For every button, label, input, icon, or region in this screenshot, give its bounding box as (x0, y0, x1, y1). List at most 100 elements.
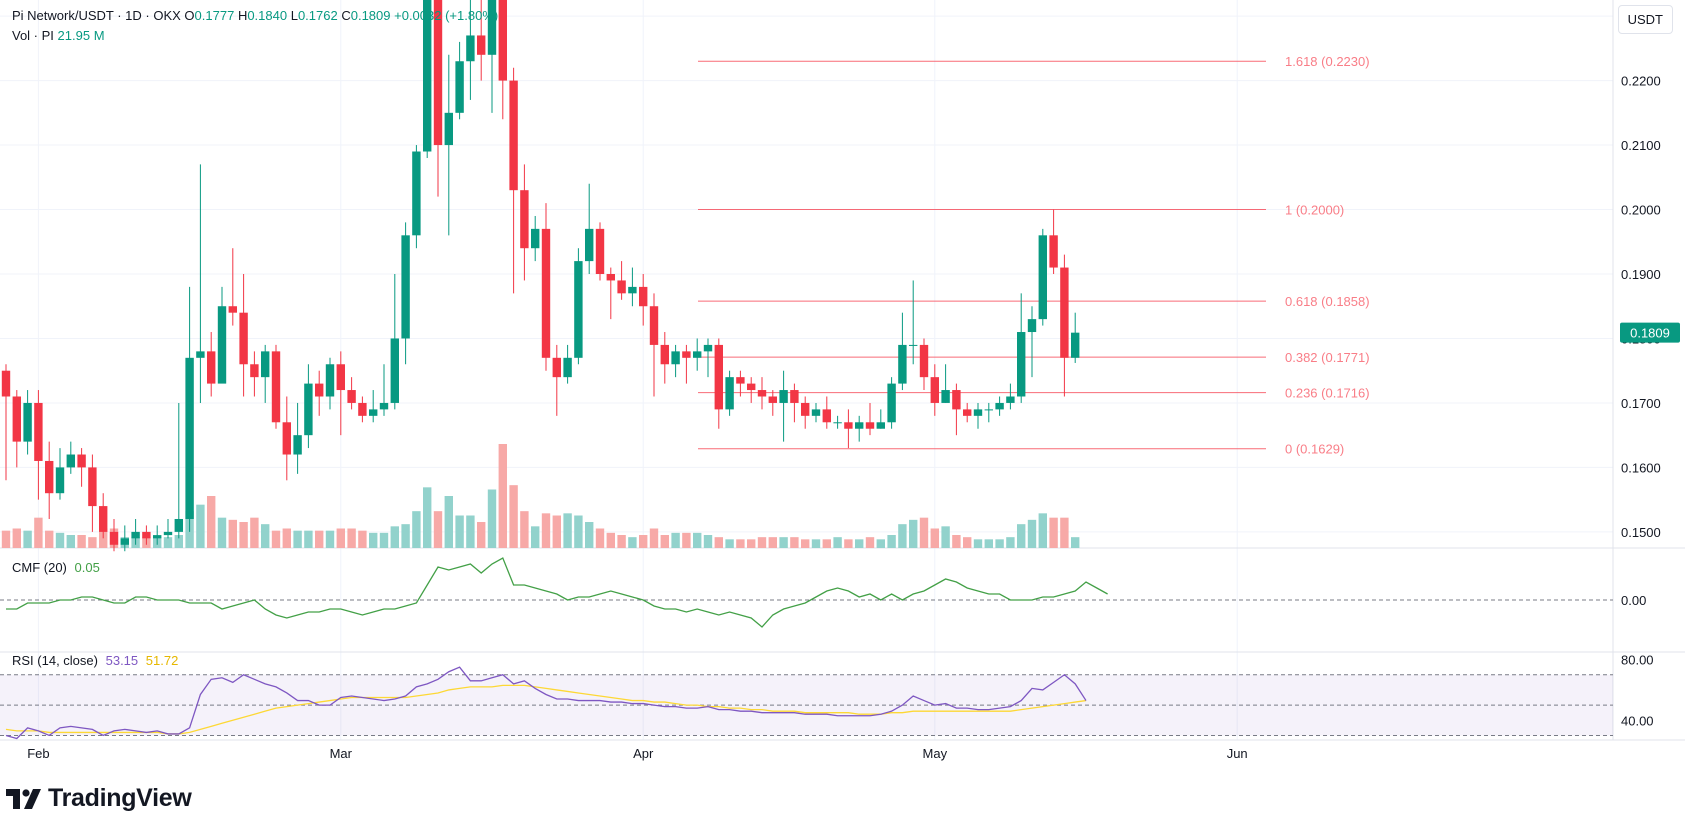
cmf-value: 0.05 (74, 560, 100, 575)
candle-body (973, 409, 983, 416)
volume-bar (239, 522, 248, 548)
volume-header: Vol · PI 21.95 M (12, 28, 105, 43)
volume-bar (163, 537, 173, 548)
candle-body (520, 190, 529, 249)
price-tick-label: 0.1500 (1621, 525, 1661, 540)
candle-body (639, 286, 648, 307)
volume-bar (455, 515, 464, 548)
candle-body (163, 531, 173, 536)
rsi-value: 53.15 (105, 653, 139, 668)
candle-body (606, 274, 615, 281)
volume-bar (174, 535, 183, 548)
candle-body (628, 286, 637, 294)
volume-bar (282, 528, 291, 548)
volume-bar (379, 532, 389, 548)
volume-bar (714, 537, 723, 548)
volume-bar (1, 530, 11, 548)
rsi-ma-value: 51.72 (145, 653, 179, 668)
candle-body (898, 344, 907, 384)
candle-body (120, 538, 129, 545)
volume-bar (207, 496, 216, 548)
candle-body (401, 235, 410, 339)
volume-bar (250, 517, 259, 548)
last-price-tag: 0.1809 (1620, 322, 1680, 343)
volume-bar (509, 485, 518, 548)
volume-bar (77, 535, 86, 548)
cmf-legend[interactable]: CMF (20) 0.05 (12, 560, 100, 575)
candle-body (1071, 332, 1080, 358)
volume-bar (855, 539, 864, 548)
fibonacci-retracement: 1.618 (0.2230) 1 (0.2000) 0.618 (0.1858) 0.… (698, 54, 1370, 457)
candle-body (174, 518, 183, 532)
rsi-pane (0, 666, 1613, 740)
candle-body (779, 390, 788, 403)
volume-bar (45, 530, 54, 548)
fib-level-label: 1 (0.2000) (1285, 203, 1344, 218)
candle-body (304, 383, 313, 436)
volume-bar (909, 519, 918, 548)
volume-bar (433, 511, 443, 548)
time-axis: Feb Mar Apr May Jun (27, 746, 1247, 761)
fib-level-label: 0.236 (0.1716) (1285, 386, 1370, 401)
candle-body (930, 377, 939, 403)
cmf-label: CMF (20) (12, 560, 67, 575)
time-tick-label: Jun (1227, 746, 1248, 761)
volume-bar (995, 539, 1004, 548)
volume-bar (563, 513, 572, 548)
close-label: C (341, 8, 351, 23)
candle-body (811, 409, 821, 416)
price-tick-label: 0.1900 (1621, 267, 1661, 282)
candle-body (574, 261, 583, 358)
rsi-label: RSI (14, close) (12, 653, 98, 668)
volume-bar (757, 537, 767, 548)
currency-button[interactable]: USDT (1617, 5, 1673, 34)
volume-bar (520, 511, 529, 548)
volume-bar (898, 524, 907, 548)
volume-bar (55, 532, 65, 548)
volume-bar (1006, 537, 1015, 548)
volume-bar (671, 532, 680, 548)
candle-body (1049, 235, 1058, 268)
candle-body (336, 364, 345, 391)
volume-bar (88, 537, 97, 548)
volume-bar (617, 535, 626, 548)
candle-body (131, 531, 140, 539)
tradingview-logo[interactable]: TradingView (6, 784, 192, 813)
volume-bar (293, 530, 302, 548)
candle-body (757, 390, 767, 397)
candle-body (109, 531, 119, 545)
candle-body (552, 357, 561, 378)
change-value: +0.0032 (+1.80%) (394, 8, 499, 23)
volume-bar (12, 528, 21, 548)
candle-body (736, 377, 745, 384)
candle-body (228, 306, 237, 313)
candle-body (34, 402, 43, 461)
volume-bar (941, 526, 950, 548)
volume-bar (304, 530, 313, 548)
candle-body (88, 467, 97, 507)
rsi-legend[interactable]: RSI (14, close) 53.15 51.72 (12, 653, 178, 668)
candle-body (325, 364, 335, 397)
candle-body (617, 280, 626, 294)
candle-body (45, 460, 54, 494)
cmf-pane (0, 557, 1613, 628)
volume-bar (963, 537, 972, 548)
volume-bar (1017, 524, 1026, 548)
candle-body (725, 377, 734, 410)
volume-bar (34, 517, 43, 548)
candle-body (747, 383, 756, 391)
volume-bar (412, 511, 421, 548)
candle-body (1027, 319, 1037, 333)
rsi-tick-label: 40.00 (1621, 713, 1654, 728)
candle-body (833, 422, 842, 424)
volume-bar (606, 532, 615, 548)
candle-body (390, 338, 399, 403)
low-label: L (290, 8, 298, 23)
volume-bar (585, 522, 594, 548)
volume-bar (487, 489, 497, 548)
candle-body (941, 390, 950, 403)
candle-body (855, 422, 864, 429)
high-label: H (237, 8, 248, 23)
candle-body (844, 422, 853, 429)
